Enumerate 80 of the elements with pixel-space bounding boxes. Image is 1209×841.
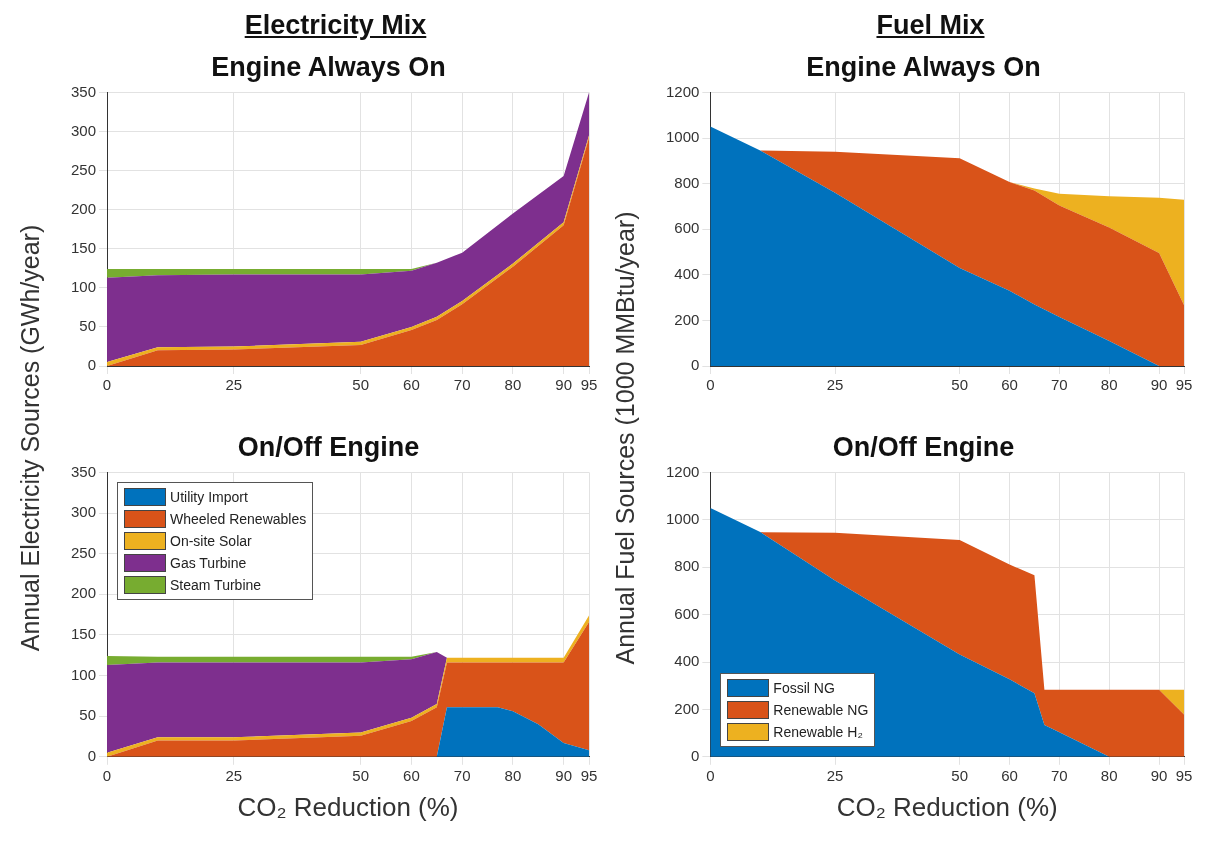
y-tick-label: 0	[691, 356, 700, 374]
x-tick-label: 90	[1150, 376, 1168, 394]
chart-subtitle: Electricity Mix	[243, 10, 428, 41]
chart-subtitle: Fuel Mix	[875, 10, 986, 41]
legend-label: On-site Solar	[170, 533, 252, 550]
x-axis-title: CO₂ Reduction (%)	[836, 791, 1058, 822]
x-tick-label: 90	[555, 766, 572, 784]
x-tick-label: 50	[951, 376, 968, 394]
y-tick-label: 1200	[665, 82, 700, 100]
x-axis-title: CO₂ Reduction (%)	[237, 791, 459, 822]
x-tick-label: 50	[352, 766, 370, 784]
x-tick-label: 95	[1175, 376, 1193, 394]
x-tick-label: 0	[706, 766, 715, 784]
legend-label: Wheeled Renewables	[170, 511, 307, 528]
y-tick-label: 800	[674, 557, 700, 575]
y-tick-label: 250	[71, 543, 97, 561]
y-tick-label: 1000	[665, 128, 700, 146]
y-tick-label: 0	[87, 746, 97, 764]
y-tick-label: 150	[71, 238, 97, 256]
x-tick-label: 50	[352, 376, 370, 394]
y-tick-label: 800	[674, 173, 700, 191]
y-tick-label: 0	[87, 356, 97, 374]
y-tick-label: 350	[71, 82, 97, 100]
y-tick-label: 200	[674, 310, 700, 328]
y-tick-label: 200	[674, 699, 700, 717]
y-axis-title: Annual Fuel Sources (1000 MMBtu/year)	[610, 211, 640, 665]
x-tick-label: 0	[102, 376, 112, 394]
y-tick-label: 50	[79, 317, 97, 335]
legend-label: Steam Turbine	[170, 577, 262, 594]
x-tick-label: 70	[1051, 766, 1068, 784]
y-tick-label: 0	[691, 746, 700, 764]
y-tick-label: 300	[71, 121, 97, 139]
y-tick-label: 100	[71, 665, 97, 683]
y-tick-label: 600	[674, 219, 700, 237]
x-tick-label: 95	[580, 766, 598, 784]
legend-label: Gas Turbine	[170, 555, 247, 572]
x-tick-label: 80	[504, 766, 522, 784]
y-tick-label: 600	[674, 604, 700, 622]
x-tick-label: 25	[225, 376, 243, 394]
x-tick-label: 25	[225, 766, 243, 784]
x-tick-label: 60	[403, 376, 420, 394]
y-tick-label: 50	[79, 706, 97, 724]
y-tick-label: 400	[674, 264, 700, 282]
x-tick-label: 80	[1100, 376, 1118, 394]
x-tick-label: 70	[1051, 376, 1068, 394]
y-tick-label: 200	[71, 199, 97, 217]
x-tick-label: 25	[826, 376, 844, 394]
x-tick-label: 60	[1001, 766, 1018, 784]
x-tick-label: 0	[102, 766, 112, 784]
y-axis-title: Annual Electricity Sources (GWh/year)	[15, 224, 45, 652]
y-tick-label: 250	[71, 160, 97, 178]
x-tick-label: 60	[403, 766, 420, 784]
x-tick-label: 95	[1175, 766, 1193, 784]
x-tick-label: 25	[826, 766, 844, 784]
x-tick-label: 95	[580, 376, 598, 394]
y-tick-label: 1000	[665, 509, 700, 527]
y-tick-label: 200	[71, 584, 97, 602]
y-tick-label: 400	[674, 652, 700, 670]
x-tick-label: 90	[1150, 766, 1168, 784]
chart-title: On/Off Engine	[832, 431, 1015, 462]
x-tick-label: 70	[453, 376, 471, 394]
legend-label: Renewable H₂	[773, 723, 863, 740]
legend-label: Fossil NG	[773, 679, 835, 696]
y-tick-label: 300	[71, 503, 97, 521]
y-tick-label: 100	[71, 277, 97, 295]
chart-title: Engine Always On	[806, 51, 1041, 82]
x-tick-label: 80	[1100, 766, 1118, 784]
x-tick-label: 90	[555, 376, 572, 394]
chart-title: Engine Always On	[211, 51, 446, 82]
legend-label: Renewable NG	[773, 701, 869, 718]
x-tick-label: 80	[504, 376, 522, 394]
x-tick-label: 60	[1001, 376, 1018, 394]
chart-title: On/Off Engine	[237, 431, 420, 462]
y-tick-label: 350	[71, 462, 97, 480]
legend-label: Utility Import	[170, 489, 248, 506]
x-tick-label: 70	[453, 766, 471, 784]
x-tick-label: 0	[706, 376, 715, 394]
x-tick-label: 50	[951, 766, 968, 784]
y-tick-label: 1200	[665, 462, 700, 480]
y-tick-label: 150	[71, 625, 97, 643]
